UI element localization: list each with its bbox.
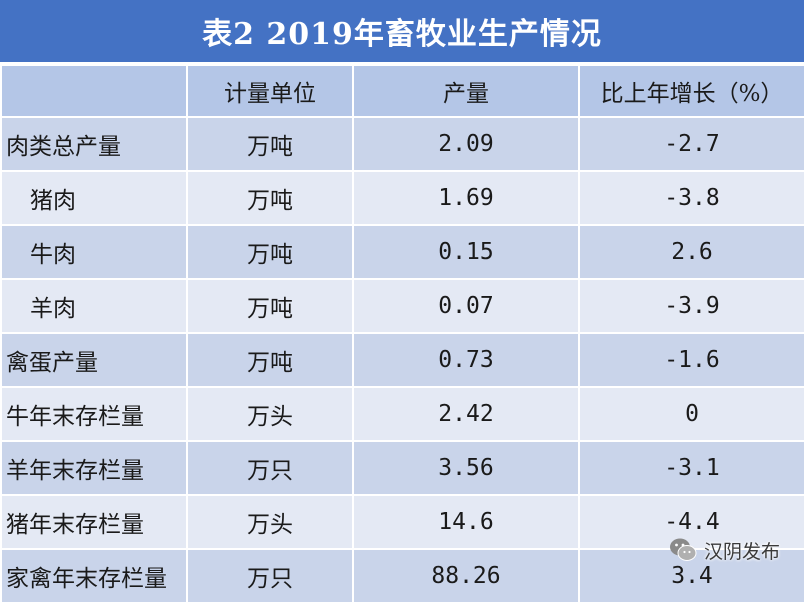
cell-growth: -4.4 — [578, 494, 804, 550]
cell-unit: 万吨 — [186, 116, 354, 172]
cell-unit: 万吨 — [186, 278, 354, 334]
cell-item: 肉类总产量 — [0, 116, 188, 172]
cell-item: 猪年末存栏量 — [0, 494, 188, 550]
header-item — [0, 64, 188, 118]
cell-unit: 万只 — [186, 440, 354, 496]
cell-growth: 0 — [578, 386, 804, 442]
cell-unit: 万头 — [186, 386, 354, 442]
cell-unit: 万吨 — [186, 332, 354, 388]
cell-output: 2.42 — [352, 386, 580, 442]
cell-growth: 2.6 — [578, 224, 804, 280]
cell-output: 14.6 — [352, 494, 580, 550]
cell-growth: -3.9 — [578, 278, 804, 334]
table-row: 羊年末存栏量 万只 3.56 -3.1 — [0, 440, 804, 496]
cell-growth: -2.7 — [578, 116, 804, 172]
table-row: 牛肉 万吨 0.15 2.6 — [0, 224, 804, 280]
cell-output: 0.07 — [352, 278, 580, 334]
table-title: 表2 2019年畜牧业生产情况 — [202, 17, 602, 52]
cell-growth: -3.1 — [578, 440, 804, 496]
cell-output: 1.69 — [352, 170, 580, 226]
cell-output: 0.73 — [352, 332, 580, 388]
table-row: 禽蛋产量 万吨 0.73 -1.6 — [0, 332, 804, 388]
cell-item: 家禽年末存栏量 — [0, 548, 188, 604]
cell-growth: -3.8 — [578, 170, 804, 226]
cell-output: 3.56 — [352, 440, 580, 496]
title-bar: 表2 2019年畜牧业生产情况 — [0, 0, 804, 62]
cell-item: 羊肉 — [0, 278, 188, 334]
cell-item: 牛肉 — [0, 224, 188, 280]
header-output: 产量 — [352, 64, 580, 118]
wechat-icon — [669, 538, 697, 561]
table-row: 猪肉 万吨 1.69 -3.8 — [0, 170, 804, 226]
cell-item: 牛年末存栏量 — [0, 386, 188, 442]
cell-item: 羊年末存栏量 — [0, 440, 188, 496]
cell-unit: 万头 — [186, 494, 354, 550]
table-row: 肉类总产量 万吨 2.09 -2.7 — [0, 116, 804, 172]
cell-unit: 万只 — [186, 548, 354, 604]
table-body: 肉类总产量 万吨 2.09 -2.7 猪肉 万吨 1.69 -3.8 牛肉 万吨 0.15 2.6 羊肉… — [0, 116, 804, 604]
cell-item: 禽蛋产量 — [0, 332, 188, 388]
table-row: 牛年末存栏量 万头 2.42 0 — [0, 386, 804, 442]
cell-unit: 万吨 — [186, 170, 354, 226]
cell-output: 88.26 — [352, 548, 580, 604]
table-row: 猪年末存栏量 万头 14.6 -4.4 — [0, 494, 804, 550]
header-row: 计量单位 产量 比上年增长（%） — [0, 64, 804, 118]
cell-growth: -1.6 — [578, 332, 804, 388]
cell-output: 2.09 — [352, 116, 580, 172]
watermark-text: 汉阴发布 — [703, 540, 780, 563]
header-unit: 计量单位 — [186, 64, 354, 118]
cell-item: 猪肉 — [0, 170, 188, 226]
cell-unit: 万吨 — [186, 224, 354, 280]
livestock-table: 计量单位 产量 比上年增长（%） 肉类总产量 万吨 2.09 -2.7 猪肉 万吨 1.69… — [0, 64, 804, 604]
table-row: 羊肉 万吨 0.07 -3.9 — [0, 278, 804, 334]
watermark: 汉阴发布 — [668, 535, 780, 565]
header-growth: 比上年增长（%） — [578, 64, 804, 118]
cell-output: 0.15 — [352, 224, 580, 280]
